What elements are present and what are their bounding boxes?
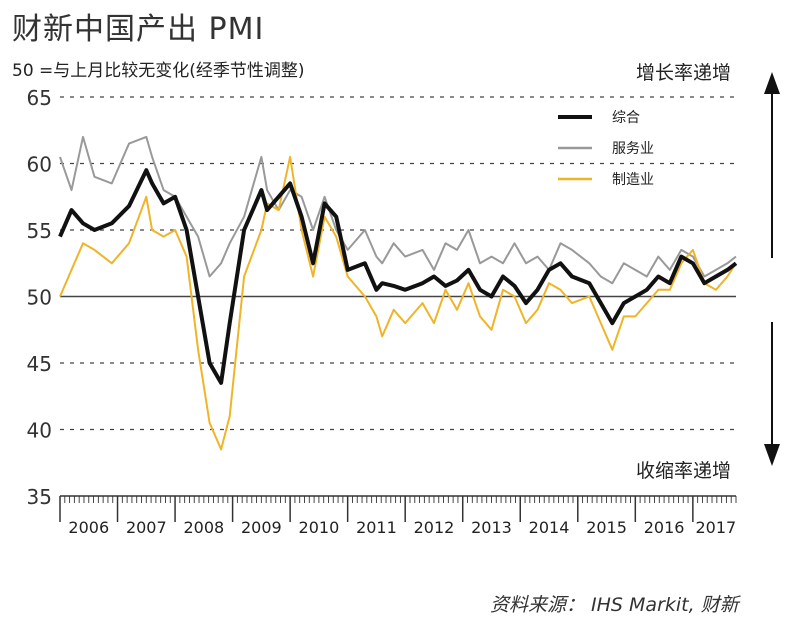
increasing-contraction-label: 收缩率递增 [636,460,732,482]
series-lines [58,135,738,451]
y-tick-label: 60 [27,153,52,177]
x-tick-label: 2011 [356,518,397,537]
x-tick-label: 2009 [241,518,282,537]
y-tick-label: 35 [27,485,52,509]
down-arrow-icon [764,444,780,466]
x-axis: 2006 2007 2008 2009 2010 2011 2012 2013 2014 2015… [59,495,737,537]
direction-arrows [764,72,780,466]
y-tick-label: 40 [27,419,52,443]
legend-label-manufacturing: 制造业 [612,172,654,188]
x-tick-label: 2015 [586,518,627,537]
y-tick-label: 55 [27,219,52,243]
y-axis-ticks: 35 40 45 50 55 60 65 [27,86,52,509]
x-tick-label: 2007 [126,518,167,537]
x-tick-label: 2006 [68,518,109,537]
x-tick-label: 2017 [696,518,737,537]
legend-label-composite: 综合 [612,110,640,126]
y-tick-label: 65 [27,86,52,110]
series-line-services [59,135,737,285]
x-tick-label: 2014 [529,518,570,537]
x-tick-label: 2012 [414,518,455,537]
y-tick-label: 45 [27,352,52,376]
x-tick-label: 2010 [299,518,340,537]
legend-label-services: 服务业 [612,141,654,157]
series-line-composite [58,168,738,385]
up-arrow-icon [764,72,780,94]
source-note: 资料来源： IHS Markit, 财新 [490,594,739,616]
grid-lines [60,96,736,431]
series-line-manufacturing [59,155,737,451]
chart-title: 财新中国产出 PMI [12,12,265,47]
increasing-growth-label: 增长率递增 [636,62,732,84]
x-tick-label: 2013 [471,518,512,537]
x-tick-label: 2008 [183,518,224,537]
chart-subtitle: 50 =与上月比较无变化(经季节性调整) [12,61,305,81]
y-tick-label: 50 [27,286,52,310]
x-tick-label: 2016 [644,518,685,537]
